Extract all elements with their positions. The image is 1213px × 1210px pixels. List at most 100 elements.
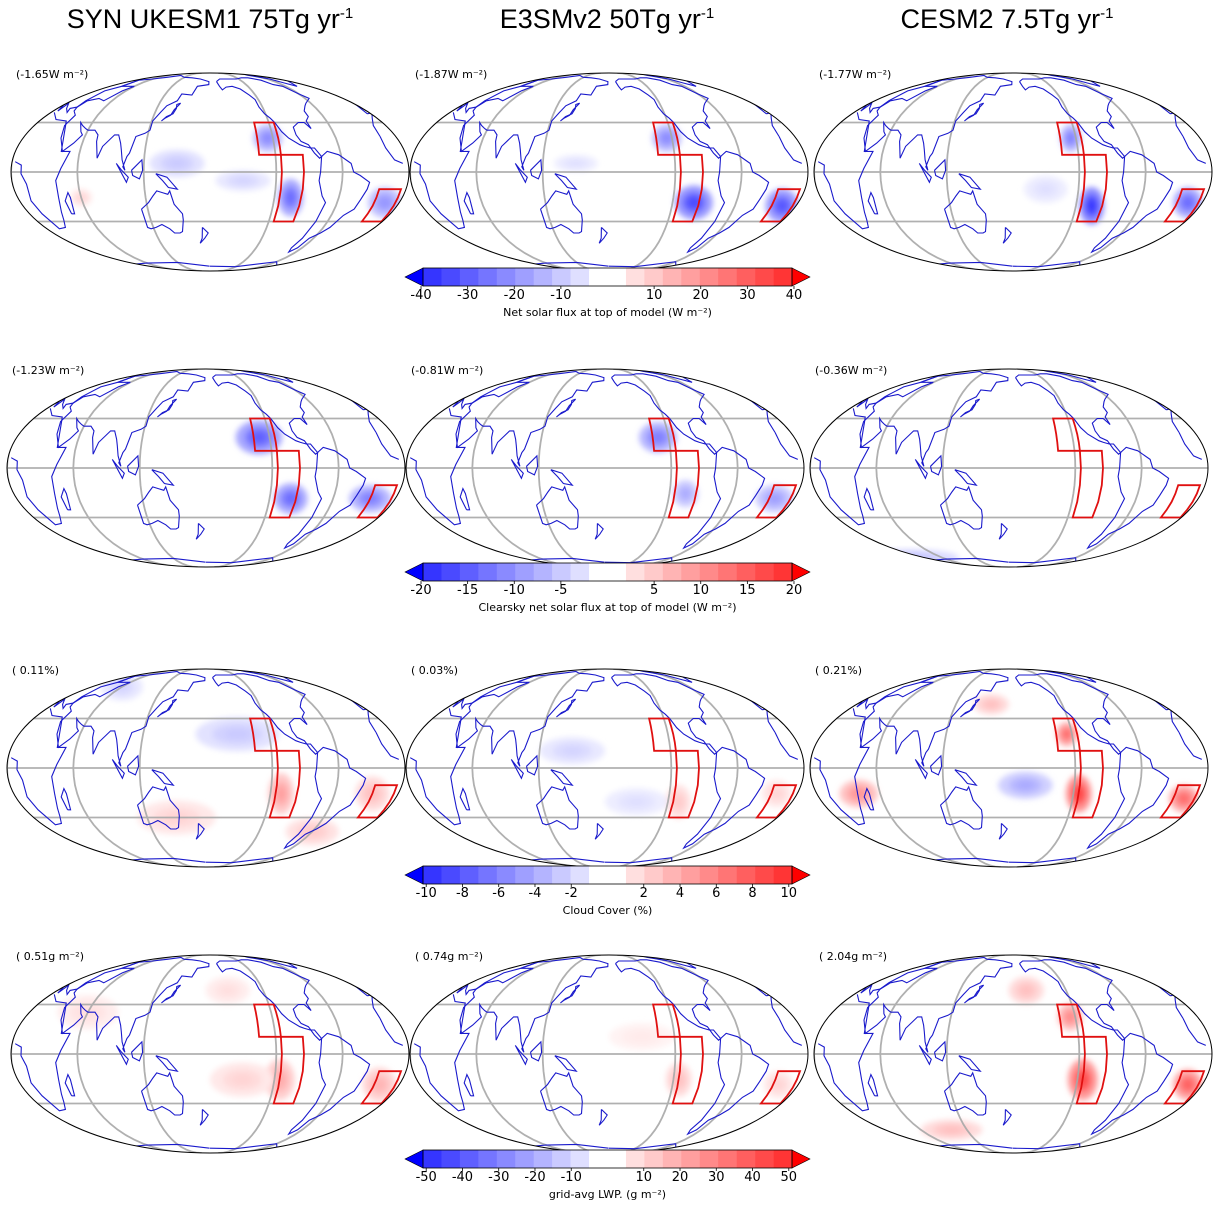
coastlines [409, 369, 799, 564]
region-box [1055, 1003, 1085, 1038]
region-box [647, 717, 677, 752]
colorbar-tick-label: -15 [457, 583, 479, 598]
map-plot [6, 668, 406, 868]
colorbar-tick-label: -30 [488, 1170, 510, 1185]
colorbar-title: Net solar flux at top of model (W m⁻²) [503, 306, 712, 319]
anomaly-field [920, 976, 1203, 1141]
colorbar-tick-label: -10 [550, 288, 572, 303]
region-box [671, 1035, 704, 1105]
global-mean-label: (-1.23W m⁻²) [12, 364, 85, 377]
map-panel-r3-cesm2: ( 0.21%) [809, 664, 1209, 868]
colorbar-tick-label: 30 [707, 1170, 725, 1185]
colorbar-tick-label: -8 [455, 886, 469, 901]
colorbar-tick-label: -20 [503, 288, 525, 303]
map-plot [10, 72, 410, 272]
map-plot [809, 668, 1209, 868]
global-mean-label: (-0.36W m⁻²) [815, 364, 888, 377]
region-box [268, 749, 301, 819]
region-box [1075, 1035, 1108, 1105]
colorbar-ticks: -20 -15 -10 -5 5 10 15 20 [405, 583, 810, 599]
colorbar-tick-label: 10 [780, 886, 798, 901]
map-panel-r3-e3smv2: ( 0.03%) [405, 664, 805, 868]
global-mean-label: ( 0.51g m⁻²) [16, 950, 84, 963]
colorbar-scale [404, 1149, 811, 1171]
map-plot [813, 954, 1213, 1154]
colorbar-tick-label: 50 [780, 1170, 798, 1185]
region-boxes [1051, 717, 1202, 819]
region-box [356, 784, 399, 819]
colorbar-tick-label: -30 [457, 288, 479, 303]
colorbar-tick-label: -40 [451, 1170, 474, 1185]
region-box [252, 1003, 282, 1038]
colorbar-tick-label: -6 [492, 886, 506, 901]
map-plot [10, 954, 410, 1154]
map-panel-r1-e3smv2: (-1.87W m⁻²) [409, 68, 809, 272]
map-plot [409, 954, 809, 1154]
global-mean-label: ( 0.03%) [411, 664, 459, 677]
colorbar-tick-label: 10 [692, 583, 710, 598]
colorbar-net-solar: -40 -30 -20 -10 10 20 30 40 Net solar flux at t… [404, 267, 811, 319]
anomaly-field [70, 124, 402, 219]
map-plot [405, 368, 805, 568]
colorbar-tick-label: 10 [645, 288, 663, 303]
region-box [1159, 784, 1202, 819]
colorbar-scale [404, 562, 811, 584]
region-boxes [252, 1003, 403, 1105]
region-box [360, 188, 403, 223]
map-panel-r4-cesm2: ( 2.04g m⁻²) [813, 950, 1213, 1154]
region-box [268, 449, 301, 519]
region-box [1051, 417, 1081, 452]
colorbar-tick-label: -50 [415, 1170, 437, 1185]
map-panel-r1-ukesm1: (-1.65W m⁻²) [10, 68, 410, 272]
colorbar-tick-label: -5 [554, 583, 568, 598]
colorbar-cloud-cover: -10 -8 -6 -4 -2 2 4 6 8 10 Cloud Cover (%) [404, 865, 811, 917]
colorbar-ticks: -50 -40 -30 -20 -10 10 20 30 40 50 [405, 1170, 810, 1186]
colorbar-scale [404, 267, 811, 289]
region-box [667, 449, 700, 519]
region-boxes [651, 121, 802, 223]
map-panel-r3-ukesm1: ( 0.11%) [6, 664, 406, 868]
map-plot [405, 668, 805, 868]
colorbar-tick-label: 8 [748, 886, 757, 901]
region-box [671, 153, 704, 223]
anomaly-field [100, 673, 390, 846]
map-plot [6, 368, 406, 568]
colorbar-tick-label: 5 [649, 583, 659, 598]
colorbar-tick-label: 15 [739, 583, 756, 598]
region-box [1055, 121, 1085, 156]
map-plot [809, 368, 1209, 568]
global-mean-label: ( 0.21%) [815, 664, 863, 677]
region-box [356, 484, 399, 519]
region-box [651, 1003, 681, 1038]
map-panel-r4-ukesm1: ( 0.51g m⁻²) [10, 950, 410, 1154]
region-box [651, 121, 681, 156]
colorbar-tick-label: -2 [564, 886, 578, 901]
region-box [1159, 484, 1202, 519]
global-mean-label: (-1.77W m⁻²) [819, 68, 892, 81]
colorbar-tick-label: 2 [639, 886, 648, 901]
colorbar-lwp: -50 -40 -30 -20 -10 10 20 30 40 50 grid-avg LWP. … [404, 1149, 811, 1201]
colorbar-tick-label: 10 [635, 1170, 653, 1185]
map-plot [813, 72, 1213, 272]
colorbar-title: grid-avg LWP. (g m⁻²) [548, 1188, 667, 1201]
region-box [1071, 749, 1104, 819]
colorbar-tick-label: -4 [528, 886, 542, 901]
colorbar-tick-label: 4 [675, 886, 685, 901]
region-box [252, 121, 282, 156]
colorbar-ticks: -10 -8 -6 -4 -2 2 4 6 8 10 [405, 886, 810, 902]
anomaly-field [539, 737, 792, 820]
region-box [667, 749, 700, 819]
coastlines [813, 669, 1203, 864]
colorbar-tick-label: 20 [785, 583, 803, 598]
colorbar-tick-label: 6 [712, 886, 721, 901]
region-box [272, 1035, 305, 1105]
colorbar-title: Cloud Cover (%) [562, 904, 653, 917]
colorbar-tick-label: 40 [744, 1170, 761, 1185]
column-title-e3smv2: E3SMv2 50Tg yr-1 [499, 4, 715, 34]
colorbar-tick-label: -20 [524, 1170, 546, 1185]
region-boxes [1055, 121, 1206, 223]
region-boxes [651, 1003, 802, 1105]
colorbar-tick-label: -10 [560, 1170, 582, 1185]
column-title-cesm2: CESM2 7.5Tg yr-1 [900, 4, 1114, 34]
region-box [360, 1070, 403, 1105]
